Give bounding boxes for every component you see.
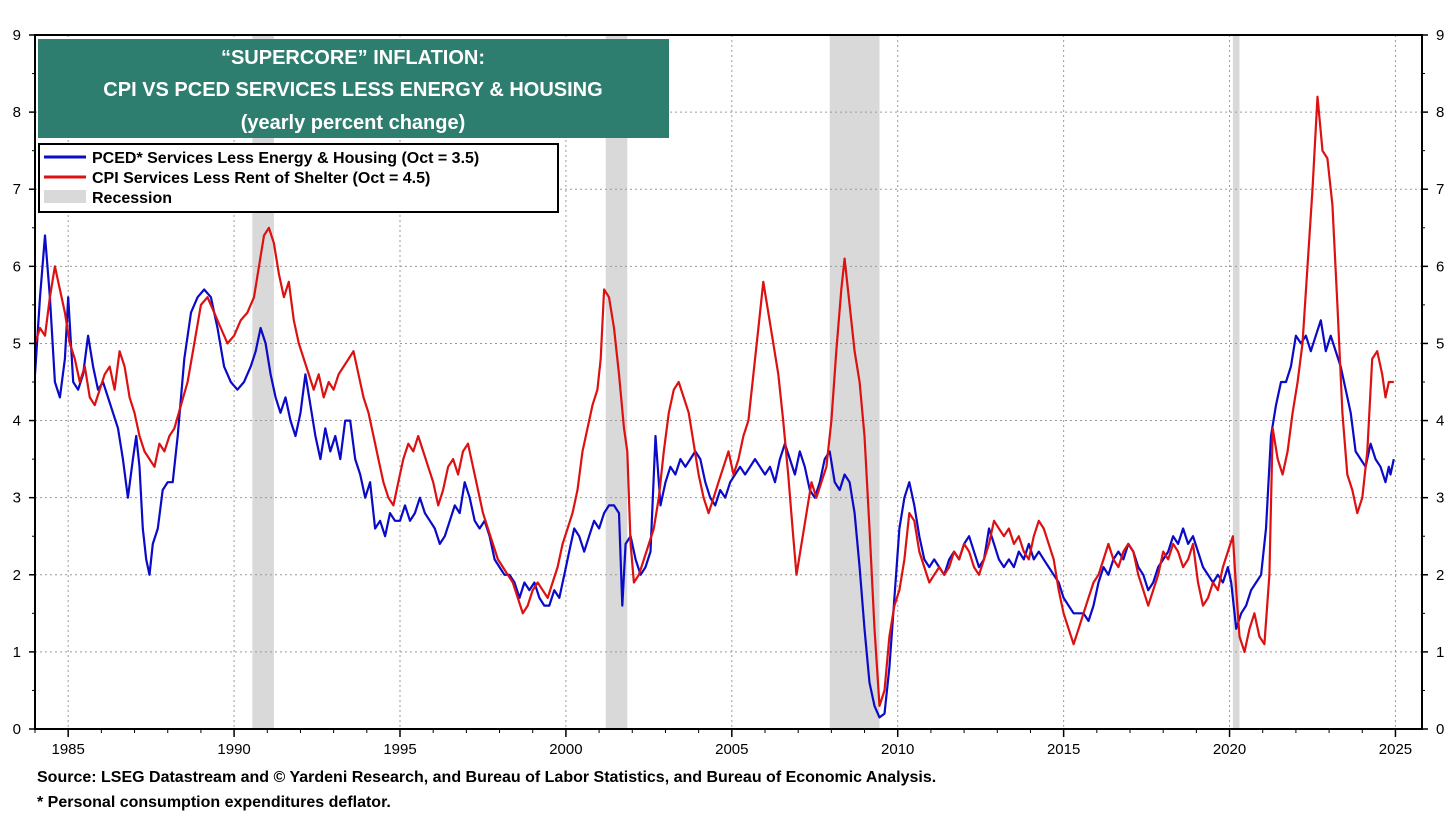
- legend-label-recession: Recession: [92, 190, 172, 207]
- y-tick-label-right-3: 3: [1436, 490, 1444, 507]
- title-line-2: CPI VS PCED SERVICES LESS ENERGY & HOUSI…: [103, 79, 602, 101]
- legend-label-cpi: CPI Services Less Rent of Shelter (Oct =…: [92, 170, 430, 187]
- x-tick-label-2015: 2015: [1047, 741, 1080, 758]
- y-tick-label-right-8: 8: [1436, 104, 1444, 121]
- series-lines: [33, 95, 1395, 719]
- title-background: [38, 39, 669, 138]
- y-tick-label-left-5: 5: [13, 335, 21, 352]
- legend-frame: [38, 143, 559, 213]
- recession-bands: [252, 35, 1240, 729]
- y-tick-label-left-7: 7: [13, 181, 21, 198]
- series-line-cpi: [33, 95, 1394, 707]
- x-tick-label-1985: 1985: [51, 741, 84, 758]
- y-tick-label-right-4: 4: [1436, 413, 1444, 430]
- y-tick-label-left-8: 8: [13, 104, 21, 121]
- recession-band-3: [1232, 35, 1240, 729]
- y-tick-label-left-2: 2: [13, 567, 21, 584]
- x-tick-label-1990: 1990: [217, 741, 250, 758]
- y-tick-label-right-0: 0: [1436, 721, 1444, 738]
- x-tick-label-1995: 1995: [383, 741, 416, 758]
- y-tick-label-left-6: 6: [13, 258, 21, 275]
- pced-footnote: * Personal consumption expenditures defl…: [37, 794, 391, 811]
- y-tick-label-right-9: 9: [1436, 27, 1444, 44]
- y-tick-label-left-3: 3: [13, 490, 21, 507]
- x-tick-label-2025: 2025: [1379, 741, 1412, 758]
- recession-band-2: [829, 35, 880, 729]
- title-box: “SUPERCORE” INFLATION: CPI VS PCED SERVI…: [38, 39, 669, 138]
- x-tick-label-2000: 2000: [549, 741, 582, 758]
- y-tick-label-left-1: 1: [13, 644, 21, 661]
- source-note: Source: LSEG Datastream and © Yardeni Re…: [37, 769, 937, 786]
- y-tick-label-right-1: 1: [1436, 644, 1444, 661]
- legend-swatch-recession: [44, 190, 86, 203]
- recession-band-0: [252, 35, 274, 729]
- y-tick-label-left-0: 0: [13, 721, 21, 738]
- title-line-3: (yearly percent change): [241, 112, 466, 134]
- recession-band-1: [605, 35, 628, 729]
- series-line-pced: [33, 234, 1395, 719]
- axis-ticks: 0 0 1 1 2 2 3 3 4 4 5 5 6 6 7 7 8 8 9 9 1985 1990 1995 2000 2005…: [13, 27, 1445, 758]
- x-tick-label-2020: 2020: [1213, 741, 1246, 758]
- y-tick-label-right-5: 5: [1436, 335, 1444, 352]
- title-line-1: “SUPERCORE” INFLATION:: [221, 47, 485, 69]
- legend: PCED* Services Less Energy & Housing (Oc…: [38, 143, 559, 213]
- y-tick-label-right-7: 7: [1436, 181, 1444, 198]
- legend-label-pced: PCED* Services Less Energy & Housing (Oc…: [92, 150, 479, 167]
- y-tick-label-right-6: 6: [1436, 258, 1444, 275]
- y-tick-label-right-2: 2: [1436, 567, 1444, 584]
- y-tick-label-left-9: 9: [13, 27, 21, 44]
- x-tick-label-2005: 2005: [715, 741, 748, 758]
- x-tick-label-2010: 2010: [881, 741, 914, 758]
- y-tick-label-left-4: 4: [13, 413, 21, 430]
